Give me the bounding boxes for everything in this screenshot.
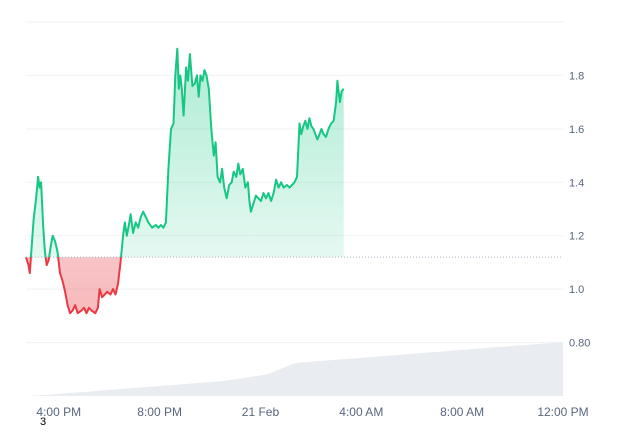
footnote: 3: [40, 416, 47, 428]
y-tick-label: 1.8: [569, 70, 584, 82]
x-tick-label: 8:00 AM: [440, 405, 484, 419]
y-axis-ticks: 1.8 1.6 1.4 1.2 1.0 0.80: [569, 70, 590, 349]
x-axis-ticks: 4:00 PM 8:00 PM 21 Feb 4:00 AM 8:00 AM 12:00 …: [36, 405, 588, 419]
x-tick-label: 12:00 PM: [537, 405, 588, 419]
x-tick-label: 4:00 AM: [339, 405, 383, 419]
x-tick-label: 4:00 PM: [36, 405, 81, 419]
y-tick-label: 1.0: [569, 284, 584, 296]
x-tick-label: 21 Feb: [242, 405, 280, 419]
price-line-up: [26, 47, 345, 258]
price-line-down: [25, 257, 123, 315]
y-tick-label: 1.6: [569, 124, 584, 136]
volume-fill: [26, 342, 563, 396]
price-area-up: [30, 48, 344, 258]
price-area-down: [26, 257, 344, 314]
y-tick-label: 1.2: [569, 231, 584, 243]
y-tick-label: 0.80: [569, 338, 590, 350]
volume-area: [26, 342, 563, 396]
x-tick-label: 8:00 PM: [137, 405, 182, 419]
y-tick-label: 1.4: [569, 177, 584, 189]
price-series: [25, 47, 345, 315]
